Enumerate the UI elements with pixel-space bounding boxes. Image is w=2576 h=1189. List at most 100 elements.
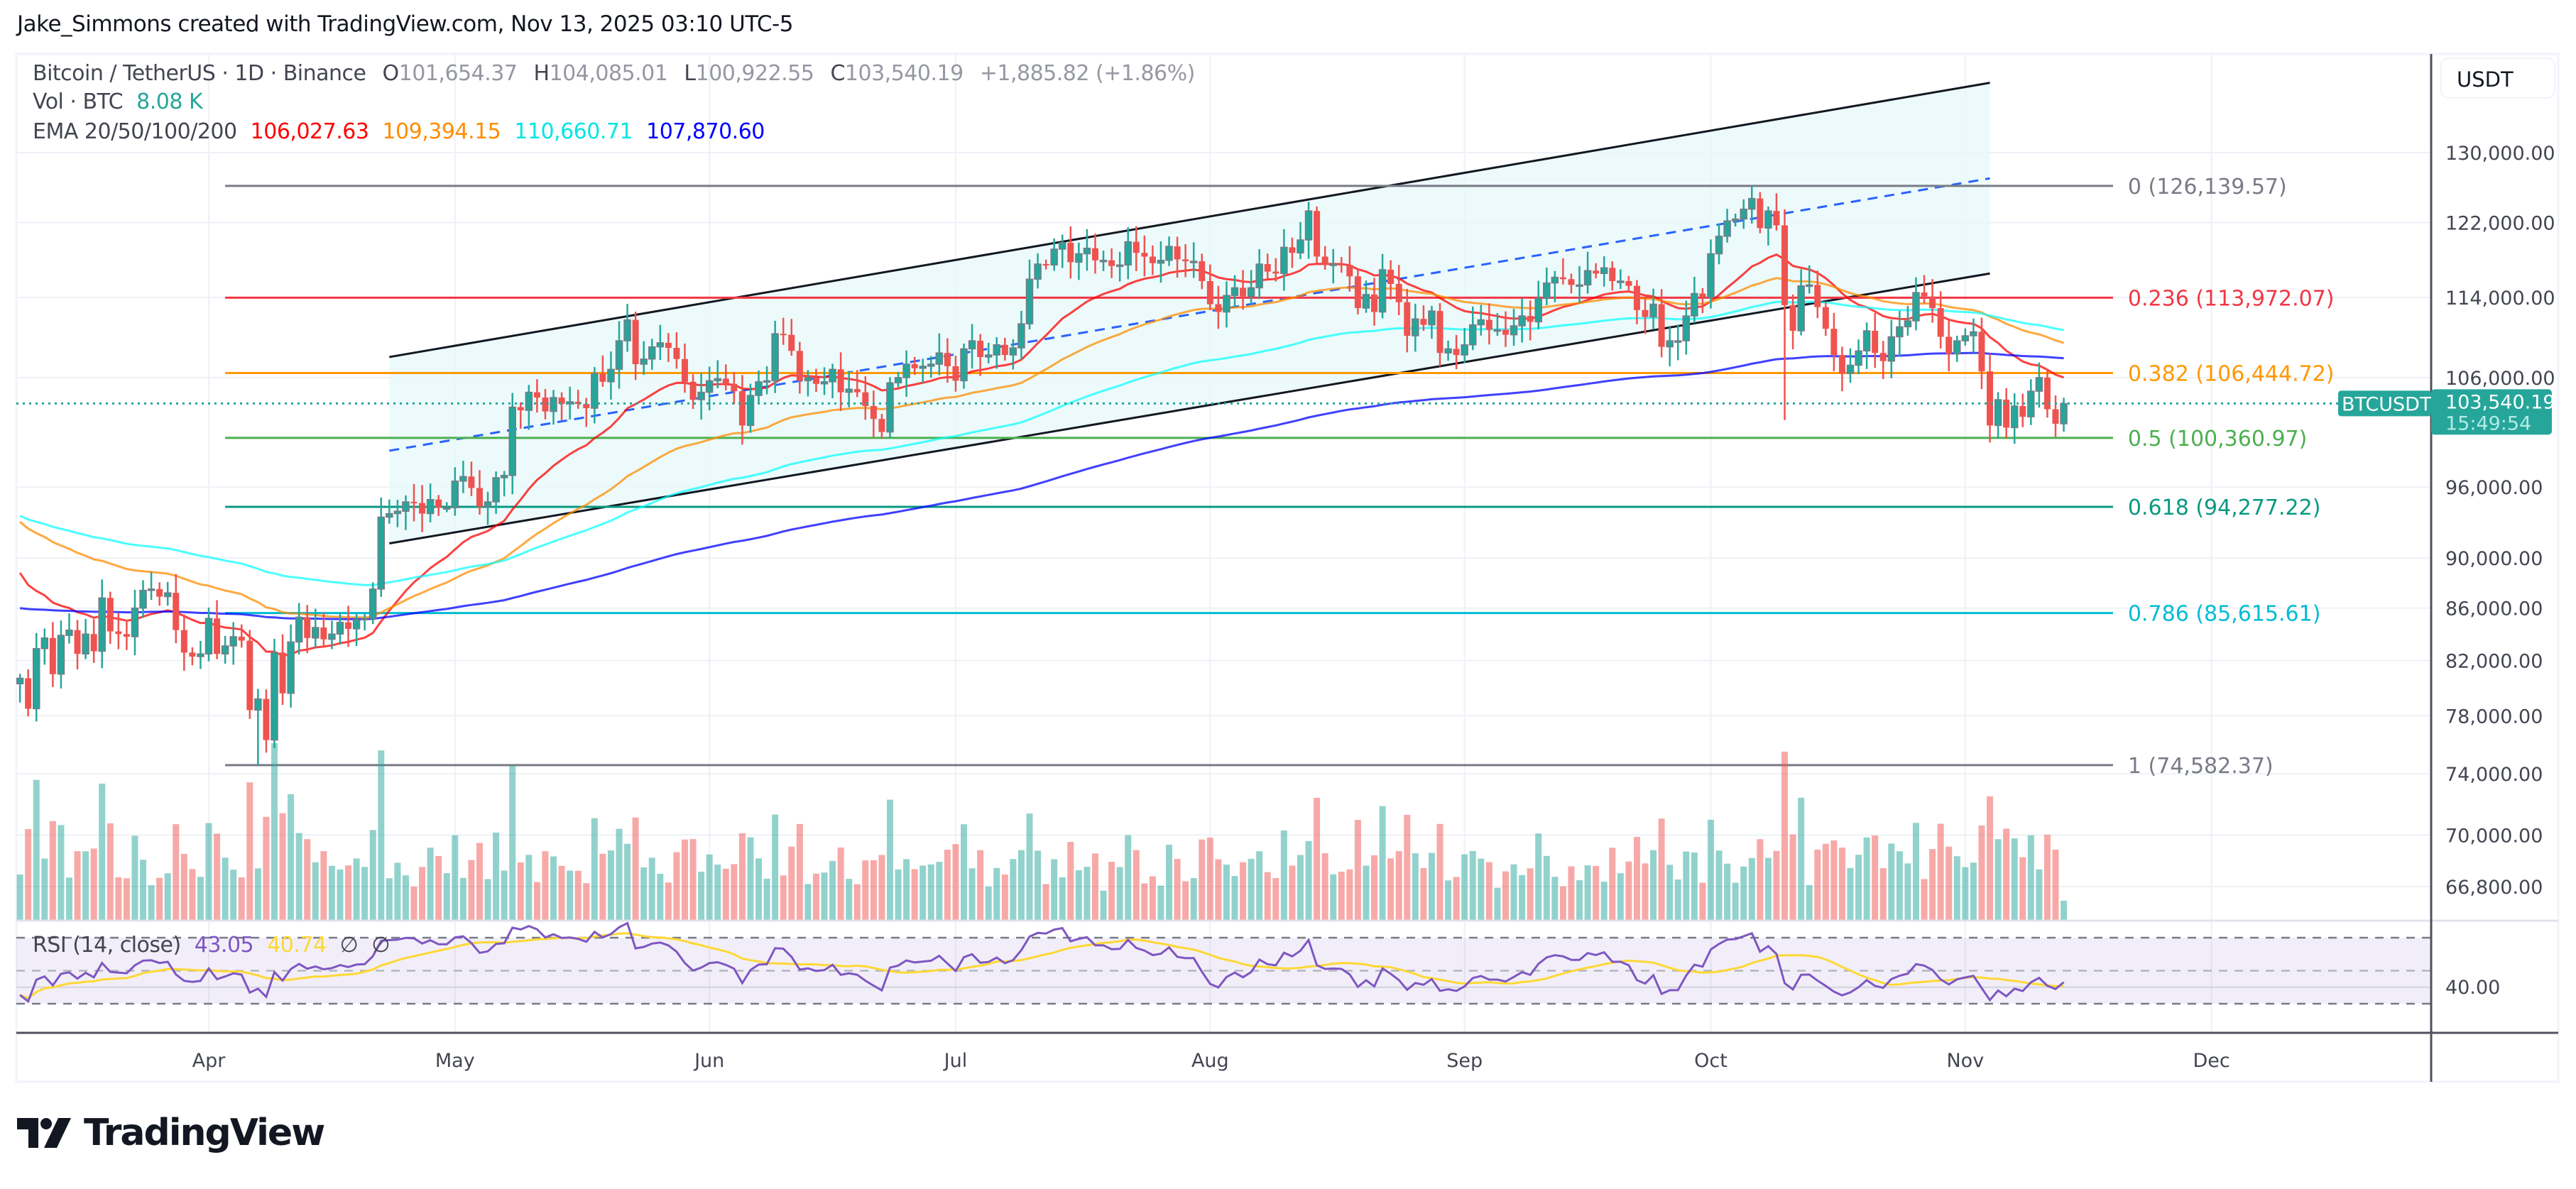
volume-bar [484, 879, 491, 921]
rsi-legend[interactable]: RSI (14, close) 43.05 40.74 ∅ ∅ [33, 933, 390, 958]
volume-bar [1929, 849, 1936, 921]
volume-bar [1280, 830, 1287, 921]
price-axis[interactable]: 130,000.00 122,000.00 114,000.00 106,000.00… [2445, 143, 2555, 899]
tradingview-logo-icon [17, 1118, 71, 1148]
volume-bar [878, 855, 885, 921]
volume-bar [1798, 797, 1805, 921]
candle-body [410, 502, 417, 504]
candle-body [1937, 308, 1944, 337]
candle-body [1797, 285, 1805, 332]
tradingview-logo[interactable]: TradingView [17, 1112, 325, 1154]
volume-bar [140, 860, 147, 921]
volume-bar [1067, 842, 1074, 921]
candle-body [90, 634, 97, 652]
candle-body [1124, 241, 1132, 266]
candle-body [377, 516, 386, 590]
volume-bar [2036, 869, 2043, 921]
volume-bar [657, 873, 664, 921]
volume-bar [1707, 819, 1714, 921]
volume-bar [295, 833, 302, 921]
candle-body [1682, 315, 1691, 341]
candle-body [1091, 248, 1098, 261]
candle-body [1534, 297, 1542, 323]
chart-frame [15, 53, 2560, 1083]
volume-value: 8.08 K [136, 89, 203, 114]
candle-body [1805, 284, 1813, 287]
candle-body [204, 618, 213, 654]
volume-bar [952, 844, 959, 921]
candle-body [139, 589, 147, 609]
volume-bar [1658, 818, 1665, 921]
volume-bar [919, 865, 927, 921]
time-tick: Jul [943, 1050, 968, 1072]
candle-body [189, 652, 196, 657]
candle-body [1970, 331, 1977, 336]
volume-bar [1059, 877, 1066, 921]
price-tick: 130,000.00 [2445, 143, 2555, 165]
volume-bar [1182, 881, 1189, 921]
candle-body [1329, 263, 1337, 266]
candle-body [689, 381, 697, 400]
volume-bar [1535, 833, 1542, 921]
volume-bar [320, 851, 327, 921]
volume-bar [1108, 862, 1115, 921]
candle-body [1715, 236, 1723, 255]
volume-bar [2061, 900, 2068, 921]
candle-body [771, 333, 779, 382]
candle-body [1929, 296, 1936, 309]
candle-body [1058, 242, 1066, 250]
candle-body [16, 677, 24, 684]
volume-bar [1412, 853, 1419, 921]
time-axis[interactable]: Apr May Jun Jul Aug Sep Oct Nov Dec [192, 1050, 2230, 1072]
symbol-legend[interactable]: Bitcoin / TetherUS · 1D · Binance O101,6… [33, 61, 1195, 86]
volume-bar [1847, 867, 1854, 921]
parallel-channel[interactable] [389, 82, 1990, 544]
candle-body [1223, 295, 1230, 313]
fib-level-label: 0.236 (113,972.07) [2128, 286, 2335, 311]
low-value: 100,922.55 [695, 61, 814, 86]
volume-bar [1149, 876, 1156, 921]
rsi-tick-40: 40.00 [2445, 977, 2500, 999]
price-tick: 90,000.00 [2445, 548, 2543, 570]
volume-bar [525, 855, 533, 921]
volume-bar [1125, 835, 1132, 921]
volume-bar [1445, 880, 1452, 921]
volume-bar [607, 850, 614, 921]
last-price-badge: BTCUSDT 103,540.19 15:49:54 [2338, 389, 2555, 435]
candle-body [1182, 259, 1189, 262]
candle-body [1773, 211, 1780, 226]
ema20-line [18, 253, 2065, 657]
candle-body [1034, 263, 1042, 280]
volume-legend[interactable]: Vol · BTC 8.08 K [33, 89, 203, 114]
volume-bar [65, 877, 72, 921]
candle-body [32, 647, 40, 710]
channel-upper-line [389, 82, 1990, 358]
candle-body [1781, 225, 1789, 305]
volume-bar [501, 870, 508, 921]
currency-button[interactable]: USDT [2440, 57, 2555, 99]
volume-bar [944, 849, 951, 921]
volume-bar [591, 818, 598, 921]
volume-bar [977, 850, 984, 921]
open-value: 101,654.37 [398, 61, 518, 86]
candle-body [558, 398, 565, 405]
candle-body [304, 617, 311, 638]
candle-body [115, 631, 122, 635]
volume-bar [1568, 866, 1575, 921]
candle-body [287, 641, 295, 694]
rsi-divergence-bull: ∅ [339, 933, 359, 958]
volume-bar [2027, 835, 2034, 921]
fib-level-label: 0.382 (106,444.72) [2128, 361, 2335, 386]
volume-bar [1502, 871, 1509, 921]
volume-bar [722, 868, 729, 921]
volume-bar [1559, 886, 1566, 921]
ema100-line [19, 300, 2064, 586]
volume-bar [853, 884, 861, 921]
candle-body [902, 363, 910, 378]
candle-body [1247, 287, 1255, 297]
ema-legend[interactable]: EMA 20/50/100/200 106,027.63 109,394.15 … [33, 119, 765, 144]
candle-body [1723, 220, 1731, 237]
close-label: C [830, 61, 845, 86]
high-label: H [533, 61, 550, 86]
